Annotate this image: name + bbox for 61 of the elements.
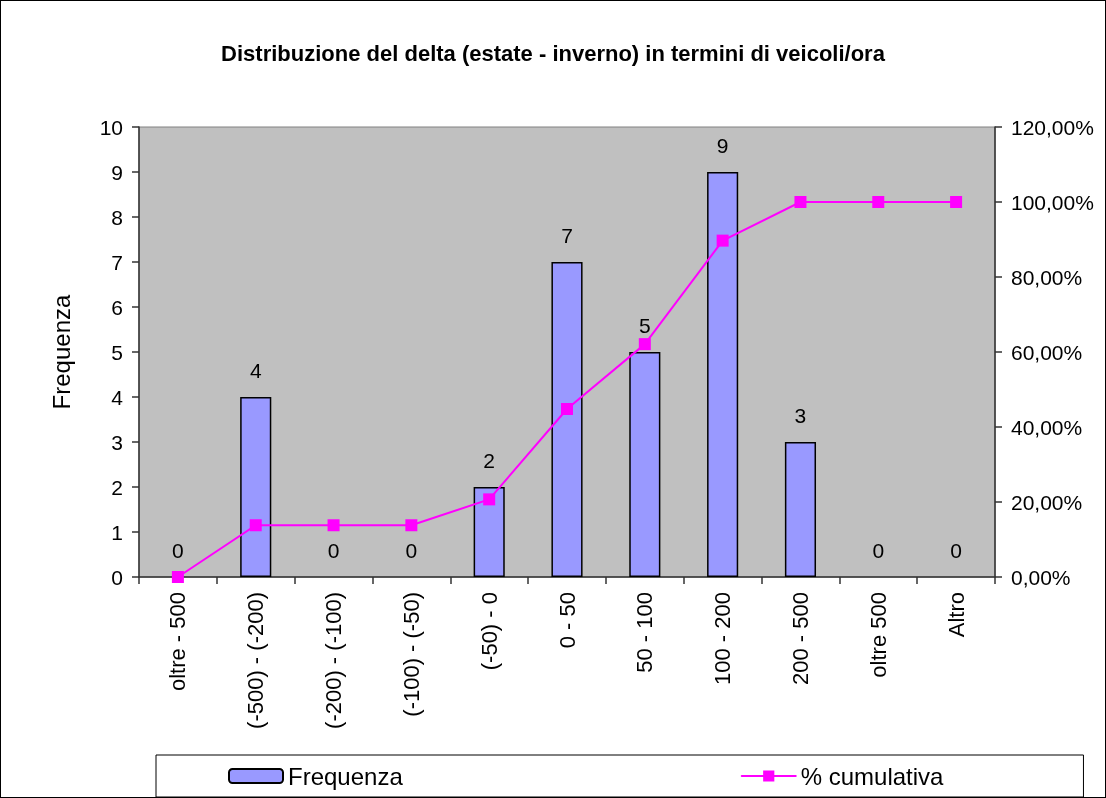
data-label: 4 bbox=[249, 359, 262, 382]
x-tick-label: 200 - 500 bbox=[787, 592, 813, 685]
y2-tick-label: 80,00% bbox=[1011, 265, 1083, 289]
bar bbox=[240, 397, 272, 577]
x-tick-label: (-500) - (-200) bbox=[243, 592, 269, 729]
y-tick-label: 5 bbox=[111, 340, 123, 364]
point bbox=[327, 519, 340, 532]
data-label: 0 bbox=[405, 539, 418, 562]
point bbox=[794, 196, 807, 208]
data-label: 5 bbox=[638, 314, 651, 337]
y-axis-title: Frequenza bbox=[47, 293, 75, 410]
bar bbox=[784, 442, 817, 577]
x-tick-label: 0 - 50 bbox=[554, 592, 580, 649]
point bbox=[716, 234, 729, 247]
x-tick-label: (-200) - (-100) bbox=[321, 592, 347, 729]
point bbox=[950, 196, 963, 208]
y2-tick-label: 0,00% bbox=[1011, 565, 1071, 589]
point bbox=[483, 493, 496, 506]
point bbox=[405, 519, 418, 532]
bar bbox=[551, 262, 583, 577]
data-label: 7 bbox=[561, 224, 573, 247]
y2-tick-label: 60,00% bbox=[1011, 340, 1083, 364]
point bbox=[638, 338, 651, 351]
y-tick-label: 7 bbox=[111, 250, 123, 274]
y-tick-label: 3 bbox=[111, 430, 123, 454]
x-tick-label: Altro bbox=[943, 592, 969, 638]
y2-tick-label: 100,00% bbox=[1011, 190, 1094, 214]
x-tick-label: 100 - 200 bbox=[710, 592, 736, 685]
data-label: 0 bbox=[872, 539, 885, 562]
y2-tick-label: 20,00% bbox=[1011, 490, 1083, 514]
y-tick-label: 0 bbox=[111, 565, 123, 589]
bar bbox=[629, 352, 661, 577]
y-tick-label: 4 bbox=[111, 385, 124, 409]
x-tick-label: oltre 500 bbox=[865, 592, 891, 678]
data-label: 0 bbox=[327, 539, 340, 562]
bar bbox=[707, 172, 739, 577]
data-label: 0 bbox=[950, 539, 962, 562]
point bbox=[872, 196, 885, 208]
y2-tick-label: 40,00% bbox=[1011, 415, 1083, 439]
y-tick-label: 1 bbox=[111, 520, 123, 544]
data-label: 2 bbox=[483, 449, 496, 472]
y-tick-label: 10 bbox=[99, 115, 123, 139]
y-tick-label: 8 bbox=[111, 205, 123, 229]
point bbox=[561, 403, 573, 415]
data-label: 9 bbox=[716, 134, 729, 157]
x-tick-label: (-100) - (-50) bbox=[398, 592, 424, 717]
data-label: 3 bbox=[794, 404, 807, 427]
y2-tick-label: 120,00% bbox=[1011, 115, 1094, 139]
point bbox=[171, 571, 184, 583]
legend-label: % cumulativa bbox=[800, 762, 945, 790]
point bbox=[249, 519, 262, 532]
chart-title: Distribuzione del delta (estate - inverno) in termini di veicoli/ora bbox=[221, 40, 886, 66]
y-tick-label: 9 bbox=[111, 160, 123, 184]
legend-label: Frequenza bbox=[288, 762, 404, 790]
x-tick-label: (-50) - 0 bbox=[476, 592, 502, 671]
y-tick-label: 6 bbox=[111, 295, 123, 319]
x-tick-label: 50 - 100 bbox=[632, 592, 658, 673]
bar bbox=[473, 487, 505, 577]
data-label: 0 bbox=[172, 539, 184, 562]
y-tick-label: 2 bbox=[111, 475, 123, 499]
x-tick-label: oltre - 500 bbox=[165, 592, 191, 692]
